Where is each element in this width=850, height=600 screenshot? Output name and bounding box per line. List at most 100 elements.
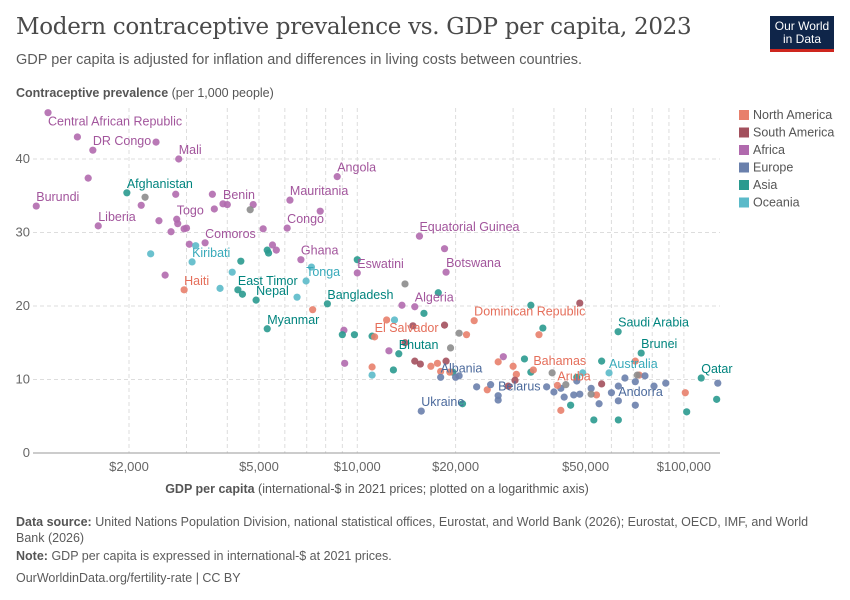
data-point[interactable] (368, 363, 376, 371)
data-point[interactable] (395, 350, 403, 358)
data-point[interactable] (458, 400, 467, 408)
data-point[interactable] (73, 133, 81, 141)
data-point[interactable] (427, 362, 435, 370)
data-point[interactable] (681, 389, 689, 397)
legend-item[interactable]: Oceania (753, 196, 800, 210)
data-point[interactable] (208, 190, 216, 198)
data-point[interactable] (32, 202, 40, 210)
data-point[interactable] (385, 347, 393, 355)
data-point[interactable] (264, 249, 273, 257)
data-point[interactable] (268, 241, 277, 249)
data-point[interactable] (576, 299, 584, 307)
data-point[interactable] (182, 224, 191, 232)
data-point[interactable] (607, 389, 616, 397)
data-point[interactable] (123, 189, 131, 197)
data-point[interactable] (527, 301, 535, 309)
legend-item[interactable]: Asia (753, 178, 777, 192)
data-point[interactable] (417, 407, 425, 415)
data-point[interactable] (511, 376, 519, 384)
data-point[interactable] (487, 381, 495, 389)
data-point[interactable] (84, 174, 92, 182)
data-point[interactable] (437, 367, 445, 376)
data-point[interactable] (323, 300, 331, 308)
data-point[interactable] (713, 395, 721, 403)
data-point[interactable] (283, 224, 291, 232)
data-point[interactable] (252, 296, 260, 304)
data-point[interactable] (180, 286, 188, 294)
data-point[interactable] (442, 357, 450, 365)
data-point[interactable] (631, 378, 639, 386)
data-point[interactable] (173, 215, 181, 223)
data-point[interactable] (573, 377, 581, 385)
data-point[interactable] (462, 331, 471, 339)
data-point[interactable] (398, 301, 406, 309)
data-point[interactable] (550, 388, 558, 396)
data-point[interactable] (161, 271, 169, 279)
data-point[interactable] (598, 357, 606, 365)
data-point[interactable] (614, 328, 622, 336)
data-point[interactable] (440, 245, 449, 253)
data-point[interactable] (641, 372, 649, 380)
data-point[interactable] (259, 225, 267, 233)
data-point[interactable] (333, 173, 341, 181)
data-point[interactable] (621, 374, 629, 382)
data-point[interactable] (272, 246, 280, 254)
data-point[interactable] (494, 358, 502, 366)
data-point[interactable] (353, 256, 361, 264)
data-point[interactable] (548, 369, 556, 377)
data-point[interactable] (389, 366, 398, 374)
data-point[interactable] (494, 392, 502, 400)
data-point[interactable] (401, 339, 409, 347)
legend-item[interactable]: South America (753, 126, 834, 140)
data-point[interactable] (297, 256, 305, 264)
data-point[interactable] (470, 317, 478, 325)
data-point[interactable] (219, 200, 227, 208)
data-point[interactable] (201, 239, 209, 247)
data-point[interactable] (598, 380, 606, 388)
data-point[interactable] (216, 284, 224, 292)
data-point[interactable] (683, 408, 691, 416)
data-point[interactable] (409, 322, 417, 330)
data-point[interactable] (210, 205, 218, 213)
data-point[interactable] (353, 269, 361, 277)
data-point[interactable] (228, 268, 236, 276)
data-point[interactable] (567, 401, 575, 409)
data-point[interactable] (237, 257, 245, 265)
data-point[interactable] (587, 384, 595, 392)
data-point[interactable] (605, 369, 613, 377)
data-point[interactable] (637, 349, 645, 357)
data-point[interactable] (614, 397, 622, 405)
data-point[interactable] (587, 390, 595, 398)
data-point[interactable] (633, 371, 641, 379)
data-point[interactable] (650, 382, 658, 390)
data-point[interactable] (137, 201, 145, 209)
data-point[interactable] (411, 303, 419, 311)
data-point[interactable] (383, 316, 391, 324)
data-point[interactable] (473, 383, 481, 391)
data-point[interactable] (411, 357, 419, 365)
data-point[interactable] (509, 362, 517, 370)
data-point[interactable] (455, 329, 463, 337)
data-point[interactable] (309, 306, 317, 314)
data-point[interactable] (172, 190, 180, 198)
data-point[interactable] (188, 258, 196, 266)
data-point[interactable] (192, 242, 200, 250)
data-point[interactable] (520, 355, 529, 363)
data-point[interactable] (350, 331, 359, 339)
data-point[interactable] (263, 325, 271, 333)
data-point[interactable] (631, 357, 639, 365)
data-point[interactable] (155, 217, 163, 225)
data-point[interactable] (662, 379, 670, 387)
data-point[interactable] (175, 155, 183, 163)
data-point[interactable] (152, 138, 160, 146)
data-point[interactable] (576, 390, 584, 398)
data-point[interactable] (440, 321, 449, 329)
data-point[interactable] (446, 344, 455, 352)
data-point[interactable] (442, 268, 450, 276)
data-point[interactable] (44, 109, 52, 117)
data-point[interactable] (420, 309, 428, 317)
data-point[interactable] (714, 379, 722, 387)
data-point[interactable] (401, 280, 409, 288)
data-point[interactable] (415, 232, 424, 240)
data-point[interactable] (455, 372, 463, 380)
